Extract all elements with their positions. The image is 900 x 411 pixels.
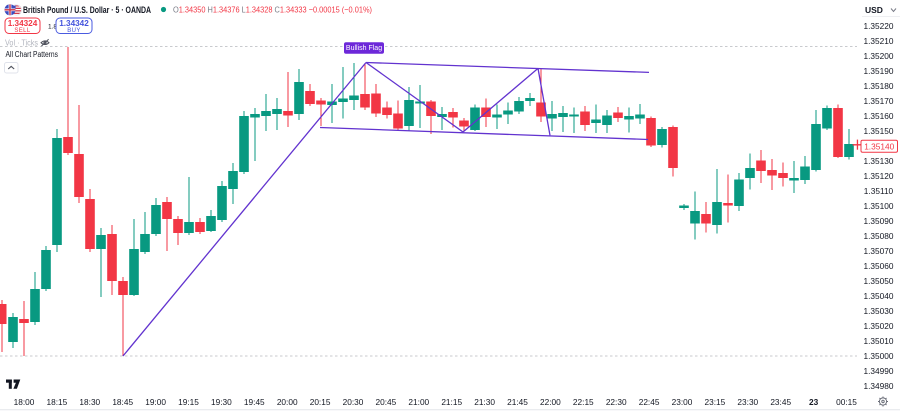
svg-text:1.35130: 1.35130 [864,156,894,166]
svg-text:23:45: 23:45 [770,397,791,407]
svg-text:23:30: 23:30 [737,397,758,407]
svg-text:All Chart Patterns: All Chart Patterns [6,50,59,59]
svg-text:1.35090: 1.35090 [864,216,894,226]
svg-text:21:00: 21:00 [408,397,429,407]
svg-text:18:15: 18:15 [47,397,68,407]
svg-text:21:45: 21:45 [507,397,528,407]
svg-text:1.35070: 1.35070 [864,246,894,256]
svg-text:1.35140: 1.35140 [864,141,894,151]
svg-text:1.34980: 1.34980 [864,381,894,391]
svg-text:19:30: 19:30 [211,397,232,407]
svg-text:23:00: 23:00 [672,397,693,407]
svg-text:22:15: 22:15 [573,397,594,407]
svg-text:19:45: 19:45 [244,397,265,407]
svg-text:22:30: 22:30 [606,397,627,407]
svg-text:1.35170: 1.35170 [864,96,894,106]
svg-text:22:45: 22:45 [639,397,660,407]
svg-text:1.35180: 1.35180 [864,81,894,91]
svg-text:23:15: 23:15 [705,397,726,407]
svg-text:19:15: 19:15 [178,397,199,407]
svg-text:USD: USD [865,5,883,15]
svg-text:1.35100: 1.35100 [864,201,894,211]
svg-text:1.35030: 1.35030 [864,306,894,316]
svg-text:BUY: BUY [67,28,81,34]
svg-text:British Pound / U.S. Dollar ·: British Pound / U.S. Dollar · 5 · OANDA [23,5,151,15]
svg-text:20:15: 20:15 [310,397,331,407]
svg-text:Bullish Flag: Bullish Flag [346,45,382,52]
svg-text:1.35050: 1.35050 [864,276,894,286]
svg-text:18:45: 18:45 [112,397,133,407]
svg-text:21:30: 21:30 [474,397,495,407]
svg-text:20:00: 20:00 [277,397,298,407]
svg-text:1.35060: 1.35060 [864,261,894,271]
svg-text:1.35210: 1.35210 [864,36,894,46]
svg-text:1.35160: 1.35160 [864,111,894,121]
svg-text:1.34990: 1.34990 [864,366,894,376]
svg-text:1.35080: 1.35080 [864,231,894,241]
svg-text:23: 23 [809,397,819,407]
svg-text:1.35110: 1.35110 [864,186,894,196]
svg-text:1.35190: 1.35190 [864,66,894,76]
svg-text:00:15: 00:15 [836,397,857,407]
svg-text:1.34342: 1.34342 [59,19,89,28]
svg-text:1.8: 1.8 [48,23,57,30]
svg-text:1.35020: 1.35020 [864,321,894,331]
svg-text:1.34324: 1.34324 [8,19,38,28]
svg-text:1.35040: 1.35040 [864,291,894,301]
svg-text:18:30: 18:30 [79,397,100,407]
svg-text:1.35150: 1.35150 [864,126,894,136]
svg-text:1.35120: 1.35120 [864,171,894,181]
svg-text:19:00: 19:00 [145,397,166,407]
svg-text:22:00: 22:00 [540,397,561,407]
svg-text:1.35010: 1.35010 [864,336,894,346]
svg-text:20:30: 20:30 [343,397,364,407]
svg-text:Vol · Ticks: Vol · Ticks [5,39,38,48]
svg-text:1.35000: 1.35000 [864,351,894,361]
svg-text:O1.34350 H1.34376 L1.34328 C1.: O1.34350 H1.34376 L1.34328 C1.34333 −0.0… [173,5,372,15]
svg-text:21:15: 21:15 [441,397,462,407]
svg-text:1.35200: 1.35200 [864,51,894,61]
svg-text:SELL: SELL [14,28,31,34]
svg-text:18:00: 18:00 [14,397,35,407]
svg-text:20:45: 20:45 [376,397,397,407]
svg-text:1.35220: 1.35220 [864,21,894,31]
